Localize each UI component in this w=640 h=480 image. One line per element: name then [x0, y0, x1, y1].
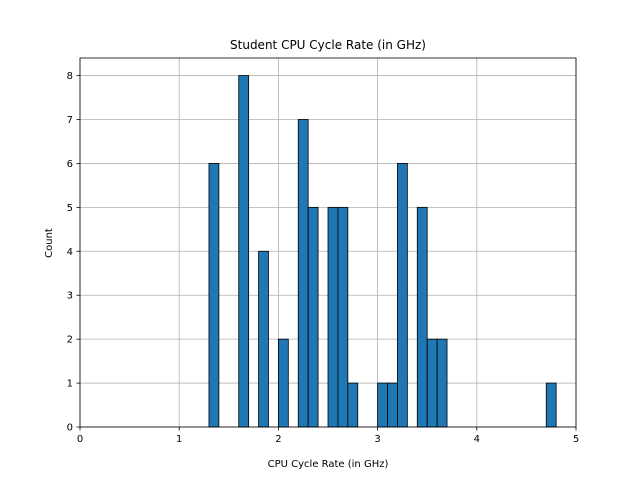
histogram-bar — [277, 338, 289, 428]
y-tick-label: 1 — [67, 379, 73, 390]
histogram-bars — [208, 75, 557, 428]
histogram-bar — [545, 382, 557, 428]
y-tick-label: 6 — [67, 159, 73, 170]
x-tick-label: 2 — [275, 434, 281, 445]
y-tick-label: 5 — [67, 203, 73, 214]
x-tick-label: 3 — [374, 434, 380, 445]
histogram-bar — [327, 206, 339, 428]
x-axis-label: CPU Cycle Rate (in GHz) — [268, 459, 389, 470]
histogram-bar — [387, 382, 398, 428]
x-tick-label: 4 — [474, 434, 480, 445]
histogram-bar — [347, 382, 359, 428]
axes-frame — [79, 57, 577, 428]
histogram-bar — [208, 163, 220, 428]
y-tick-label: 3 — [67, 291, 73, 302]
histogram-bar — [416, 206, 428, 428]
histogram-bar — [436, 338, 448, 428]
y-tick-label: 0 — [67, 423, 73, 434]
x-tick-label: 1 — [176, 434, 182, 445]
histogram-bar — [337, 206, 349, 428]
x-tick-label: 0 — [77, 434, 83, 445]
histogram-bar — [426, 338, 438, 428]
x-tick-label: 5 — [573, 434, 579, 445]
histogram-bar — [258, 250, 269, 428]
y-tick-label: 8 — [67, 71, 73, 82]
histogram-bar — [307, 206, 319, 428]
histogram-bar — [397, 163, 408, 428]
y-tick-label: 7 — [67, 115, 73, 126]
histogram-bar — [238, 75, 250, 428]
y-axis-label: Count — [44, 228, 55, 258]
y-tick-label: 2 — [67, 335, 73, 346]
y-axis-ticks: 0 1 2 3 4 5 6 7 8 — [67, 71, 80, 434]
y-tick-label: 4 — [67, 247, 73, 258]
histogram-bar — [297, 119, 309, 428]
chart-title: Student CPU Cycle Rate (in GHz) — [230, 38, 426, 52]
histogram-bar — [377, 382, 388, 428]
x-axis-ticks: 0 1 2 3 4 5 — [77, 427, 579, 445]
